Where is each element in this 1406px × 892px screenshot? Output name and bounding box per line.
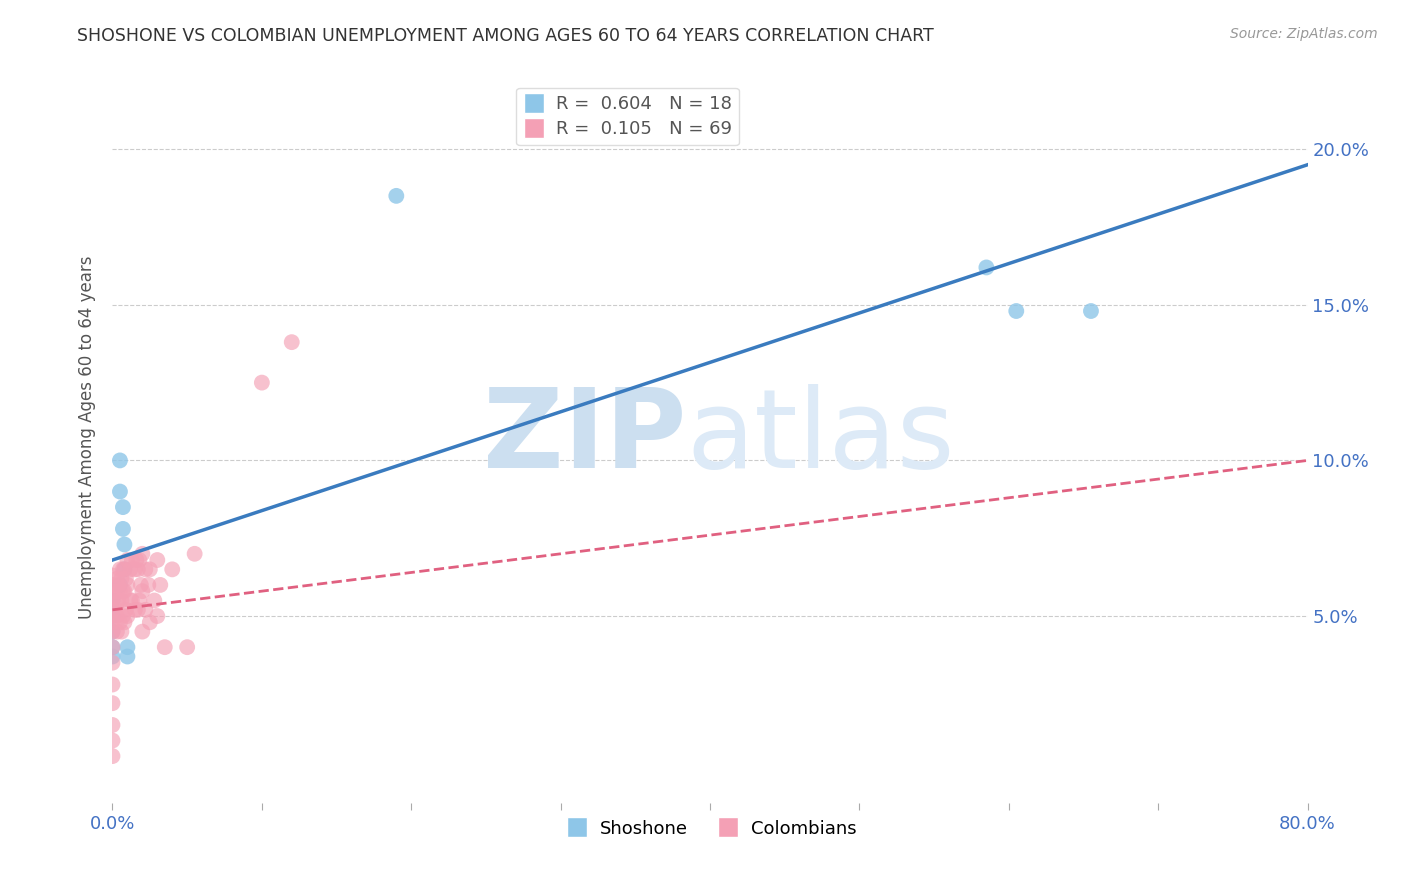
Point xyxy=(114,615,135,630)
Point xyxy=(110,593,132,607)
Point xyxy=(108,453,131,467)
Point xyxy=(101,578,124,592)
Point xyxy=(183,547,205,561)
Point xyxy=(111,584,134,599)
Point xyxy=(143,593,166,607)
Point xyxy=(111,500,134,515)
Point xyxy=(146,609,169,624)
Point xyxy=(976,260,998,275)
Point xyxy=(110,572,132,586)
Point xyxy=(153,640,176,655)
Point xyxy=(281,335,304,350)
Point xyxy=(124,562,146,576)
Point xyxy=(117,640,139,655)
Point xyxy=(105,597,128,611)
Point xyxy=(117,609,139,624)
Point xyxy=(108,484,131,499)
Point xyxy=(128,553,150,567)
Point xyxy=(101,568,124,582)
Point xyxy=(101,584,124,599)
Point xyxy=(108,562,131,576)
Legend: Shoshone, Colombians: Shoshone, Colombians xyxy=(557,813,863,845)
Point xyxy=(1005,304,1028,318)
Point xyxy=(117,578,139,592)
Point xyxy=(101,615,124,630)
Text: Source: ZipAtlas.com: Source: ZipAtlas.com xyxy=(1230,27,1378,41)
Point xyxy=(1080,304,1102,318)
Point xyxy=(110,624,132,639)
Point xyxy=(121,593,143,607)
Point xyxy=(117,553,139,567)
Point xyxy=(101,749,124,764)
Point xyxy=(138,578,160,592)
Point xyxy=(101,640,124,655)
Point xyxy=(111,609,134,624)
Point xyxy=(101,718,124,732)
Point xyxy=(385,189,408,203)
Point xyxy=(105,609,128,624)
Point xyxy=(114,562,135,576)
Point xyxy=(107,593,129,607)
Point xyxy=(115,572,138,586)
Point xyxy=(105,624,128,639)
Point xyxy=(101,609,124,624)
Point xyxy=(111,562,134,576)
Point xyxy=(115,603,138,617)
Point xyxy=(129,578,152,592)
Point xyxy=(101,649,124,664)
Point xyxy=(131,624,153,639)
Point xyxy=(101,603,124,617)
Point xyxy=(101,656,124,670)
Point xyxy=(146,553,169,567)
Point xyxy=(101,609,124,624)
Point xyxy=(124,603,146,617)
Point xyxy=(134,562,156,576)
Point xyxy=(105,584,128,599)
Point xyxy=(101,624,124,639)
Point xyxy=(101,677,124,691)
Point xyxy=(108,584,131,599)
Point xyxy=(125,553,148,567)
Y-axis label: Unemployment Among Ages 60 to 64 years: Unemployment Among Ages 60 to 64 years xyxy=(77,255,96,619)
Text: SHOSHONE VS COLOMBIAN UNEMPLOYMENT AMONG AGES 60 TO 64 YEARS CORRELATION CHART: SHOSHONE VS COLOMBIAN UNEMPLOYMENT AMONG… xyxy=(77,27,934,45)
Point xyxy=(128,593,150,607)
Point xyxy=(108,578,131,592)
Point xyxy=(134,603,156,617)
Point xyxy=(131,584,153,599)
Text: atlas: atlas xyxy=(686,384,955,491)
Point xyxy=(120,562,142,576)
Point xyxy=(139,562,162,576)
Point xyxy=(117,649,139,664)
Point xyxy=(176,640,198,655)
Point xyxy=(149,578,172,592)
Point xyxy=(101,733,124,747)
Point xyxy=(121,553,143,567)
Point xyxy=(108,615,131,630)
Point xyxy=(105,572,128,586)
Point xyxy=(101,640,124,655)
Point xyxy=(101,593,124,607)
Point xyxy=(120,593,142,607)
Point xyxy=(114,562,135,576)
Text: ZIP: ZIP xyxy=(482,384,686,491)
Point xyxy=(250,376,273,390)
Point xyxy=(127,562,149,576)
Point xyxy=(127,603,149,617)
Point xyxy=(162,562,183,576)
Point xyxy=(131,547,153,561)
Point xyxy=(111,522,134,536)
Point xyxy=(101,624,124,639)
Point xyxy=(101,593,124,607)
Point xyxy=(114,537,135,551)
Point xyxy=(114,584,135,599)
Point xyxy=(139,615,162,630)
Point xyxy=(101,696,124,710)
Point xyxy=(107,578,129,592)
